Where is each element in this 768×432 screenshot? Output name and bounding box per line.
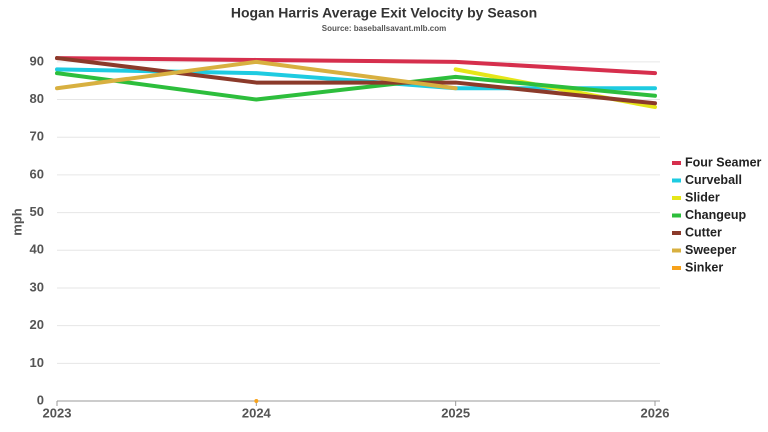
legend-label: Sweeper <box>685 243 737 257</box>
chart-subtitle: Source: baseballsavant.mlb.com <box>322 24 447 33</box>
y-tick-label: 90 <box>30 53 44 68</box>
legend-label: Slider <box>685 190 720 204</box>
legend-label: Changeup <box>685 208 746 222</box>
y-tick-label: 40 <box>30 242 44 257</box>
legend-label: Four Seamer <box>685 155 762 169</box>
y-tick-label: 0 <box>37 392 44 407</box>
legend-label: Sinker <box>685 260 723 274</box>
y-axis-label: mph <box>9 208 24 236</box>
series-line <box>55 56 657 76</box>
series-line <box>55 71 657 102</box>
x-tick-label: 2026 <box>641 405 670 420</box>
y-tick-label: 20 <box>30 317 44 332</box>
series-line <box>55 56 657 106</box>
y-tick-label: 80 <box>30 91 44 106</box>
x-tick-label: 2025 <box>441 405 470 420</box>
legend-label: Cutter <box>685 225 722 239</box>
y-tick-label: 10 <box>30 355 44 370</box>
series-line <box>55 59 458 91</box>
y-tick-label: 50 <box>30 204 44 219</box>
x-tick-label: 2024 <box>242 405 272 420</box>
y-tick-label: 70 <box>30 129 44 144</box>
chart-title: Hogan Harris Average Exit Velocity by Se… <box>231 5 537 21</box>
y-tick-label: 60 <box>30 166 44 181</box>
x-tick-label: 2023 <box>43 405 72 420</box>
y-tick-label: 30 <box>30 279 44 294</box>
legend-label: Curveball <box>685 173 742 187</box>
